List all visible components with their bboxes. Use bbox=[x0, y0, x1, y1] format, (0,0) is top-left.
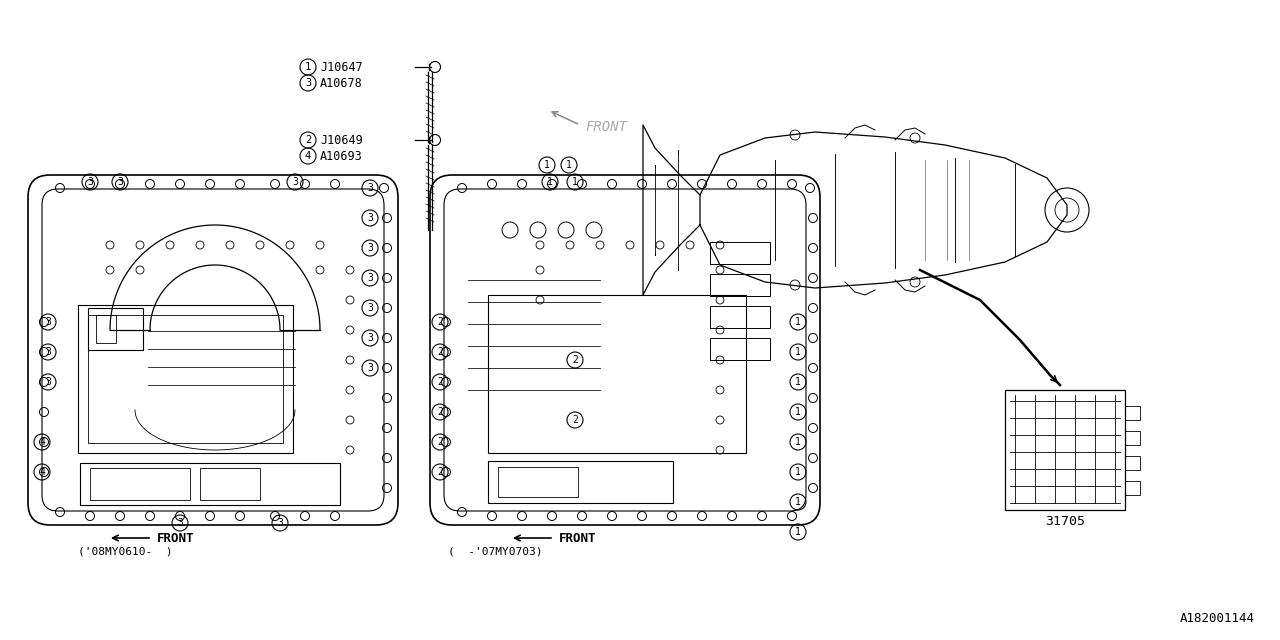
Text: 2: 2 bbox=[436, 407, 443, 417]
Text: 3: 3 bbox=[292, 177, 298, 187]
Text: FRONT: FRONT bbox=[157, 531, 195, 545]
Text: 1: 1 bbox=[795, 497, 801, 507]
Text: 3: 3 bbox=[45, 347, 51, 357]
Text: 3: 3 bbox=[87, 177, 93, 187]
Text: 4: 4 bbox=[40, 467, 45, 477]
Text: 3: 3 bbox=[276, 518, 283, 528]
Bar bbox=[498, 467, 579, 497]
Text: 3: 3 bbox=[177, 518, 183, 528]
Text: 1: 1 bbox=[566, 160, 572, 170]
Bar bbox=[81, 463, 340, 505]
Text: 31705: 31705 bbox=[1044, 515, 1085, 528]
Bar bbox=[1125, 481, 1140, 495]
Text: 3: 3 bbox=[367, 273, 372, 283]
Bar bbox=[710, 242, 771, 264]
Text: 1: 1 bbox=[795, 317, 801, 327]
Text: 3: 3 bbox=[116, 177, 123, 187]
Bar bbox=[1125, 431, 1140, 445]
Bar bbox=[96, 315, 116, 343]
Bar bbox=[1125, 406, 1140, 420]
Text: 1: 1 bbox=[795, 377, 801, 387]
Text: (  -'07MY0703): ( -'07MY0703) bbox=[448, 547, 543, 557]
Text: 3: 3 bbox=[305, 78, 311, 88]
Text: 2: 2 bbox=[572, 355, 579, 365]
Text: 1: 1 bbox=[795, 407, 801, 417]
Bar bbox=[1005, 390, 1125, 510]
Text: 3: 3 bbox=[367, 213, 372, 223]
Text: 2: 2 bbox=[436, 467, 443, 477]
Text: 1: 1 bbox=[544, 160, 550, 170]
Text: 1: 1 bbox=[572, 177, 579, 187]
Text: 2: 2 bbox=[436, 377, 443, 387]
Text: J10647: J10647 bbox=[320, 61, 362, 74]
Text: 1: 1 bbox=[795, 467, 801, 477]
Text: 4: 4 bbox=[305, 151, 311, 161]
Text: 3: 3 bbox=[367, 363, 372, 373]
Bar bbox=[1125, 456, 1140, 470]
Bar bbox=[88, 308, 143, 350]
Bar bbox=[710, 306, 771, 328]
Text: 1: 1 bbox=[795, 347, 801, 357]
Bar bbox=[78, 305, 293, 453]
Text: 2: 2 bbox=[305, 135, 311, 145]
Text: 3: 3 bbox=[45, 377, 51, 387]
Text: FRONT: FRONT bbox=[585, 120, 627, 134]
Text: 2: 2 bbox=[436, 437, 443, 447]
Text: 2: 2 bbox=[436, 317, 443, 327]
Text: 4: 4 bbox=[40, 437, 45, 447]
Bar bbox=[488, 461, 673, 503]
Text: A10693: A10693 bbox=[320, 150, 362, 163]
Text: 3: 3 bbox=[367, 303, 372, 313]
Bar bbox=[88, 315, 283, 443]
Text: 3: 3 bbox=[367, 183, 372, 193]
Bar bbox=[200, 468, 260, 500]
Text: 3: 3 bbox=[367, 333, 372, 343]
Text: 1: 1 bbox=[305, 62, 311, 72]
Bar bbox=[710, 274, 771, 296]
Text: 1: 1 bbox=[795, 527, 801, 537]
Text: 2: 2 bbox=[436, 347, 443, 357]
Text: A10678: A10678 bbox=[320, 77, 362, 90]
Text: A182001144: A182001144 bbox=[1180, 612, 1254, 625]
Text: 2: 2 bbox=[572, 415, 579, 425]
Text: 1: 1 bbox=[795, 437, 801, 447]
Text: 1: 1 bbox=[547, 177, 553, 187]
Text: ('08MY0610-  ): ('08MY0610- ) bbox=[78, 547, 173, 557]
Bar bbox=[488, 295, 746, 453]
Bar bbox=[710, 338, 771, 360]
Text: 3: 3 bbox=[367, 243, 372, 253]
Bar bbox=[90, 468, 189, 500]
Text: 3: 3 bbox=[45, 317, 51, 327]
Text: FRONT: FRONT bbox=[559, 531, 596, 545]
Text: J10649: J10649 bbox=[320, 134, 362, 147]
